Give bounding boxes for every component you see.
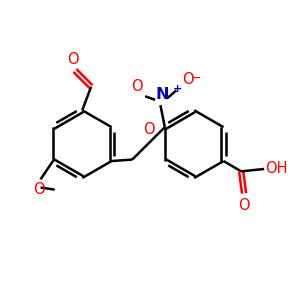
Text: O: O — [182, 72, 194, 87]
Text: O: O — [33, 182, 45, 197]
Text: O: O — [238, 198, 250, 213]
Text: O: O — [143, 122, 155, 137]
Text: −: − — [190, 71, 201, 85]
Text: +: + — [173, 84, 182, 94]
Text: OH: OH — [266, 161, 288, 176]
Text: O: O — [131, 80, 143, 94]
Text: N: N — [155, 87, 169, 102]
Text: O: O — [67, 52, 78, 67]
